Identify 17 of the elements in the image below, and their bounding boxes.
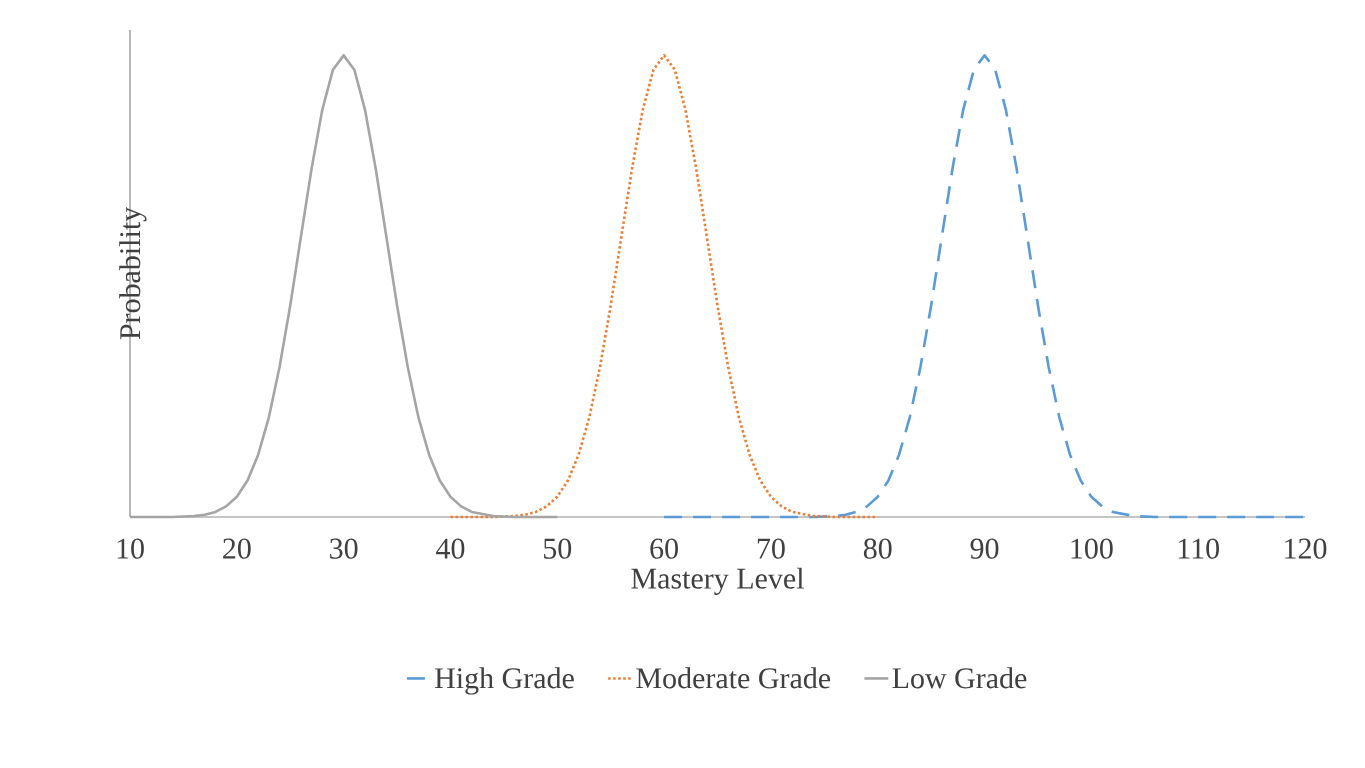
x-tick-label: 40 <box>436 538 465 559</box>
x-tick-label: 90 <box>970 538 999 559</box>
x-tick-label: 50 <box>544 538 572 559</box>
y-axis-title: Probability <box>119 206 147 340</box>
legend-label: Low Grade <box>892 667 1027 689</box>
x-tick-label: 100 <box>1071 538 1113 559</box>
x-tick-label: 30 <box>330 538 358 559</box>
x-tick-label: 70 <box>757 538 785 559</box>
x-tick-label: 60 <box>650 538 678 559</box>
x-tick-label: 20 <box>223 538 251 559</box>
x-tick-label: 80 <box>863 538 892 559</box>
x-tick-label: 110 <box>1178 538 1219 559</box>
legend-label: Moderate Grade <box>636 667 831 689</box>
legend-label: High Grade <box>434 667 574 695</box>
x-tick-label: 10 <box>117 538 144 559</box>
x-axis-title: Mastery Level <box>631 567 804 595</box>
x-tick-label: 120 <box>1285 538 1327 559</box>
